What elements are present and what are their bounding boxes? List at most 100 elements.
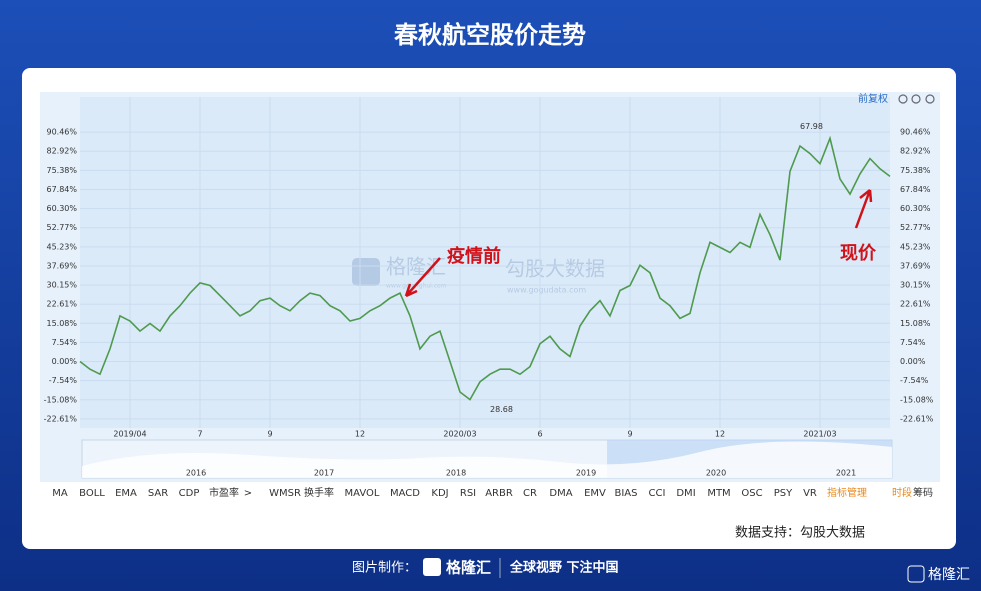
corner-logo (907, 565, 925, 583)
slogan: 全球视野 下注中国 (509, 560, 619, 576)
y-tick-label: -15.08% (44, 395, 78, 404)
indicator-tab[interactable]: DMA (549, 488, 572, 499)
watermark-data-url: www.gogudata.com (507, 286, 586, 295)
y-tick-label-right: 75.38% (900, 166, 931, 175)
indicator-tab[interactable]: EMA (115, 488, 137, 499)
zoom-out-icon[interactable] (911, 94, 921, 104)
y-tick-label: -7.54% (49, 376, 78, 385)
y-tick-label: 82.92% (46, 147, 77, 156)
footer: 图片制作： 格隆汇 全球视野 下注中国 格隆汇 (352, 558, 970, 583)
indicator-tab[interactable]: 换手率 (304, 486, 334, 499)
y-tick-label-right: -22.61% (900, 414, 934, 423)
y-tick-label: 90.46% (46, 128, 77, 137)
y-tick-label: 0.00% (52, 357, 78, 366)
y-tick-label-right: 82.92% (900, 147, 931, 156)
indicator-tab[interactable]: PSY (774, 488, 793, 499)
indicator-tab[interactable]: 筹码 (913, 486, 933, 499)
indicator-tab[interactable]: ARBR (485, 488, 513, 499)
source: 数据支持：勾股大数据 (735, 526, 865, 541)
indicator-tab[interactable]: BIAS (615, 488, 638, 499)
footer-logo (423, 558, 441, 576)
indicator-tab[interactable]: 时段 (892, 486, 912, 499)
y-tick-label-right: 30.15% (900, 281, 931, 290)
y-tick-label: 75.38% (46, 166, 77, 175)
watermark-logo (352, 258, 380, 286)
indicator-tab[interactable]: CR (523, 488, 537, 499)
zoom-in-icon[interactable] (925, 94, 935, 104)
y-tick-label: 45.23% (46, 242, 77, 251)
indicator-tab[interactable]: > (244, 488, 252, 499)
indicator-tab[interactable]: OSC (741, 488, 762, 499)
y-tick-label: 52.77% (46, 223, 77, 232)
y-tick-label: 60.30% (46, 204, 77, 213)
y-tick-label-right: 90.46% (900, 128, 931, 137)
plot-area (80, 97, 890, 428)
y-tick-label: 67.84% (46, 185, 77, 194)
x-tick-label: 2020/03 (443, 430, 476, 439)
y-tick-label-right: 67.84% (900, 185, 931, 194)
max-annotation: 67.98 (800, 122, 823, 131)
indicator-tab[interactable]: BOLL (79, 488, 105, 499)
x-tick-label: 6 (537, 430, 542, 439)
indicator-tab[interactable]: EMV (584, 488, 606, 499)
pre-pandemic-label: 疫情前 (447, 245, 501, 267)
navigator-year: 2017 (314, 469, 334, 478)
page-title: 春秋航空股价走势 (394, 21, 586, 49)
y-tick-label-right: 60.30% (900, 204, 931, 213)
navigator-area (82, 441, 892, 478)
min-annotation: 28.68 (490, 405, 513, 414)
current-price-arrow (854, 189, 873, 229)
indicator-tab[interactable]: MA (52, 488, 68, 499)
y-tick-label: 15.08% (46, 319, 77, 328)
toolbar-icons (898, 94, 935, 104)
navigator-year: 2021 (836, 469, 856, 478)
y-tick-label: 37.69% (46, 261, 77, 270)
x-tick-label: 12 (355, 430, 365, 439)
y-tick-label-right: 7.54% (900, 338, 926, 347)
y-tick-label-right: 45.23% (900, 242, 931, 251)
indicator-tab[interactable]: VR (803, 488, 817, 499)
y-tick-label: 7.54% (52, 338, 78, 347)
y-tick-label-right: 52.77% (900, 223, 931, 232)
corner-brand: 格隆汇 (928, 567, 970, 583)
indicator-tab[interactable]: WMSR (269, 488, 301, 499)
y-tick-label: 22.61% (46, 300, 77, 309)
footer-brand: 格隆汇 (446, 559, 491, 577)
indicator-tab[interactable]: SAR (148, 488, 168, 499)
indicator-tab[interactable]: 市盈率 (209, 486, 239, 499)
indicator-tab[interactable]: CDP (179, 488, 200, 499)
indicator-tab[interactable]: 指标管理 (827, 486, 867, 499)
watermark-brand: 格隆汇 (386, 255, 446, 279)
x-tick-label: 2021/03 (803, 430, 836, 439)
current-price-label: 现价 (840, 243, 877, 264)
x-tick-label: 2019/04 (113, 430, 146, 439)
x-tick-label: 9 (267, 430, 272, 439)
y-tick-label-right: 22.61% (900, 300, 931, 309)
y-tick-label-right: -7.54% (900, 376, 929, 385)
pre-pandemic-arrow (404, 257, 441, 298)
y-tick-label-right: -15.08% (900, 395, 934, 404)
indicator-tab[interactable]: MAVOL (345, 488, 380, 499)
navigator-year: 2020 (706, 469, 726, 478)
indicator-tab[interactable]: DMI (676, 488, 695, 499)
indicator-tab[interactable]: RSI (460, 488, 476, 499)
reset-icon[interactable] (898, 94, 908, 104)
watermark-data: 勾股大数据 (505, 257, 605, 281)
y-tick-label: -22.61% (44, 414, 78, 423)
watermark: 格隆汇 www.gelonghui.com 勾股大数据 www.gogudata… (352, 255, 605, 295)
indicator-tab[interactable]: CCI (649, 488, 666, 499)
navigator-year: 2018 (446, 469, 466, 478)
made-by: 图片制作： (352, 561, 417, 576)
price-line (79, 135, 891, 401)
indicator-tab[interactable]: MACD (390, 488, 420, 499)
y-tick-label-right: 37.69% (900, 261, 931, 270)
y-tick-label-right: 15.08% (900, 319, 931, 328)
navigator-year: 2019 (576, 469, 596, 478)
adjust-button[interactable]: 前复权 (858, 92, 888, 105)
navigator-year: 2016 (186, 469, 206, 478)
indicator-tab[interactable]: KDJ (431, 488, 448, 499)
x-tick-label: 12 (715, 430, 725, 439)
indicator-tab[interactable]: MTM (707, 488, 730, 499)
